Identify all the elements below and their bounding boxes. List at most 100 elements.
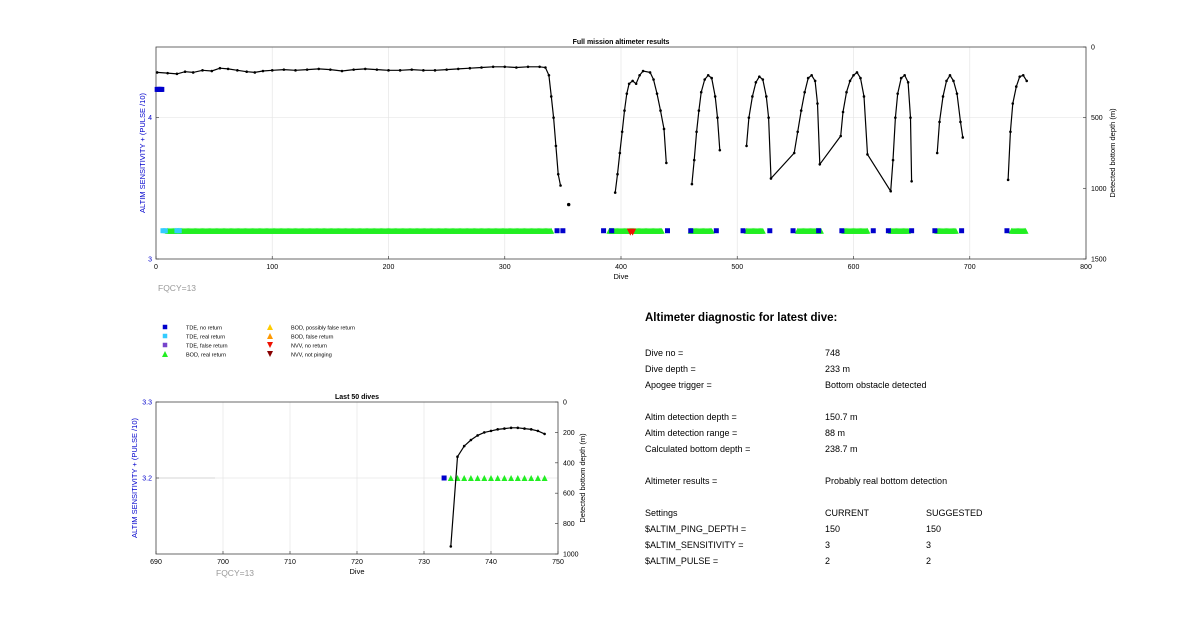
depth-point: [703, 78, 706, 81]
depth-point: [445, 68, 448, 71]
depth-point: [758, 75, 761, 78]
depth-point: [952, 79, 955, 83]
depth-line-segment: [157, 66, 562, 186]
legend-triangle-down-icon: [267, 342, 273, 348]
altim-depth-label: Altim detection depth =: [645, 412, 737, 422]
depth-point: [862, 95, 866, 98]
y-left-tick-label: 3.2: [142, 476, 152, 483]
ping-depth-suggested: 150: [926, 524, 942, 534]
depth-point: [631, 79, 634, 83]
legend-label: NVV, no return: [291, 344, 327, 350]
tde-no-return-marker: [688, 228, 694, 234]
depth-point: [816, 102, 819, 105]
chart1-title: Full mission altimeter results: [573, 39, 670, 46]
tde-no-return-marker: [1004, 228, 1010, 234]
tde-no-return-marker: [932, 228, 938, 234]
depth-point: [547, 73, 551, 77]
depth-point: [627, 82, 631, 86]
x-tick-label: 300: [499, 264, 511, 271]
legend-label: BOD, real return: [186, 353, 226, 359]
legend-label: TDE, real return: [186, 335, 225, 341]
apogee-label: Apogee trigger =: [645, 380, 712, 390]
bod-real-return-marker: [501, 475, 508, 481]
results-row: Altimeter results = Probably real bottom…: [645, 476, 1165, 488]
apogee-value: Bottom obstacle detected: [825, 380, 927, 390]
y-right-tick-label: 1000: [563, 552, 579, 559]
altim-depth-value: 150.7 m: [825, 412, 858, 422]
depth-point: [769, 177, 773, 180]
depth-point: [536, 429, 540, 433]
depth-point: [616, 172, 619, 176]
depth-point: [523, 427, 526, 430]
tde-no-return-marker: [740, 228, 746, 234]
chart2-y-left-ticks: 3.2 3.3: [142, 400, 159, 483]
diagnostic-panel: Altimeter diagnostic for latest dive: Di…: [645, 312, 1165, 582]
depth-point: [516, 426, 520, 430]
chart2-fqcy-annotation: FQCY=13: [216, 568, 254, 578]
depth-point: [910, 179, 913, 183]
depth-point: [695, 130, 698, 134]
depth-point: [201, 69, 204, 72]
depth-point: [480, 66, 483, 69]
depth-point: [889, 189, 892, 193]
depth-point: [340, 69, 344, 73]
tde-no-return-marker: [767, 228, 773, 234]
depth-point: [282, 68, 286, 71]
y-right-tick-label: 1500: [1091, 257, 1107, 264]
depth-point: [363, 67, 367, 71]
tde-no-return-marker: [713, 228, 719, 234]
calc-depth-value: 238.7 m: [825, 444, 858, 454]
depth-point: [166, 71, 169, 75]
depth-point: [899, 76, 903, 80]
depth-point: [469, 438, 473, 442]
depth-point: [503, 65, 507, 69]
depth-point: [690, 182, 694, 186]
depth-point: [625, 92, 629, 95]
depth-point: [747, 116, 751, 119]
depth-point: [305, 68, 309, 71]
bod-real-return-marker: [521, 475, 528, 481]
depth-point: [806, 76, 810, 80]
depth-point: [1025, 79, 1029, 83]
depth-point: [1014, 85, 1018, 88]
bod-real-return-marker: [481, 475, 488, 481]
x-tick-label: 720: [351, 559, 363, 566]
depth-point: [210, 69, 214, 73]
depth-point: [462, 444, 466, 448]
bod-real-return-marker: [658, 227, 665, 234]
depth-point: [662, 127, 666, 131]
last-50-dives-chart: 690 700 710 720 730 740 750 3.2 3.3 0 200 400 600 8…: [130, 394, 587, 578]
bod-real-return-marker: [759, 227, 766, 234]
depth-point: [559, 184, 562, 187]
tde-no-return-marker: [159, 86, 165, 92]
bod-real-return-marker: [1022, 227, 1029, 234]
chart2-x-label: Dive: [349, 567, 364, 576]
dive-depth-label: Dive depth =: [645, 364, 696, 374]
bod-real-return-marker: [447, 475, 454, 481]
y-right-tick-label: 600: [563, 491, 575, 498]
full-mission-chart: 0 100 200 300 400 500 600 700 800 34 05001000150…: [138, 39, 1117, 293]
depth-outlier-point: [566, 202, 571, 207]
depth-point: [422, 69, 425, 72]
altim-depth-row: Altim detection depth = 150.7 m: [645, 412, 1165, 424]
x-tick-label: 700: [217, 559, 229, 566]
depth-point: [841, 110, 845, 114]
depth-point: [398, 69, 402, 72]
depth-point: [261, 69, 265, 73]
depth-point: [226, 67, 230, 71]
calc-depth-row: Calculated bottom depth = 238.7 m: [645, 444, 1165, 456]
depth-point: [896, 92, 899, 95]
depth-point: [906, 81, 910, 84]
tde-no-return-marker: [816, 228, 822, 234]
bod-real-return-marker: [508, 475, 515, 481]
sensitivity-current: 3: [825, 540, 831, 550]
x-tick-label: 800: [1080, 264, 1092, 271]
depth-point: [175, 72, 179, 76]
altim-range-row: Altim detection range = 88 m: [645, 428, 1165, 440]
depth-point: [792, 151, 796, 155]
tde-no-return-marker: [560, 228, 566, 234]
depth-point: [529, 428, 533, 431]
y-right-tick-label: 500: [1091, 115, 1103, 122]
depth-point: [623, 109, 626, 112]
